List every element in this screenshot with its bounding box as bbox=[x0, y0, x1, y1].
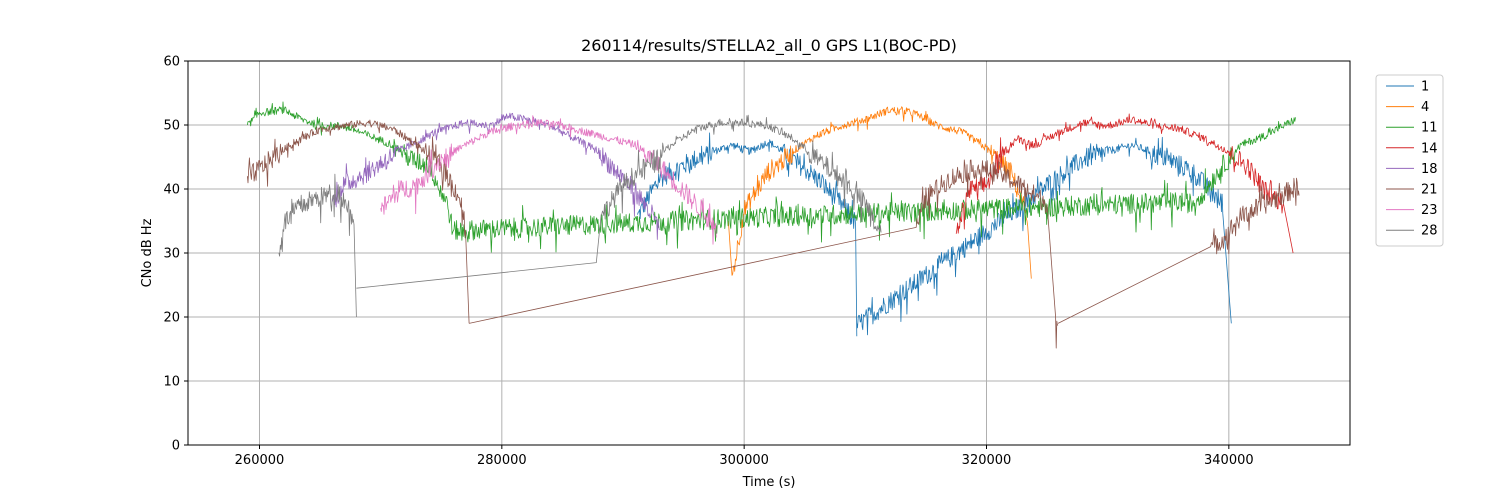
series-line-11 bbox=[247, 101, 1296, 253]
legend-label-21: 21 bbox=[1421, 183, 1438, 198]
legend-label-11: 11 bbox=[1421, 121, 1438, 136]
series-line-1 bbox=[856, 136, 1232, 336]
legend-label-18: 18 bbox=[1421, 162, 1438, 177]
series-line-4 bbox=[728, 106, 1032, 279]
y-tick-label: 50 bbox=[163, 119, 180, 134]
series-line-21 bbox=[247, 119, 470, 324]
y-tick-label: 10 bbox=[163, 375, 180, 390]
series-18 bbox=[331, 112, 660, 240]
y-tick-label: 30 bbox=[163, 247, 180, 262]
series-23 bbox=[380, 115, 717, 245]
plot-lines bbox=[247, 101, 1300, 349]
series-11 bbox=[247, 101, 1296, 253]
series-14 bbox=[955, 113, 1294, 254]
series-21 bbox=[247, 119, 1300, 349]
y-tick-label: 40 bbox=[163, 183, 180, 198]
y-axis-label: CNo dB Hz bbox=[140, 218, 155, 287]
legend-label-1: 1 bbox=[1421, 80, 1429, 95]
x-tick-label: 280000 bbox=[477, 453, 527, 468]
series-4 bbox=[728, 106, 1032, 279]
x-axis-label: Time (s) bbox=[742, 475, 796, 490]
series-line-21 bbox=[469, 159, 1059, 349]
y-tick-label: 0 bbox=[172, 439, 180, 454]
legend-label-4: 4 bbox=[1421, 100, 1429, 115]
legend-box bbox=[1375, 74, 1444, 247]
x-tick-label: 300000 bbox=[719, 453, 769, 468]
legend-label-23: 23 bbox=[1421, 203, 1438, 218]
chart-title: 260114/results/STELLA2_all_0 GPS L1(BOC-… bbox=[581, 36, 957, 56]
series-28 bbox=[278, 114, 882, 318]
x-tick-label: 340000 bbox=[1204, 453, 1254, 468]
legend-label-28: 28 bbox=[1421, 224, 1438, 239]
series-line-18 bbox=[331, 112, 660, 240]
x-tick-label: 320000 bbox=[962, 453, 1012, 468]
series-line-28 bbox=[278, 173, 357, 318]
y-tick-label: 20 bbox=[163, 311, 180, 326]
x-tick-label: 260000 bbox=[235, 453, 285, 468]
ticks: 260000 280000 300000 320000 340000 0 10 20 30 40 5… bbox=[163, 55, 1253, 469]
series-line-23 bbox=[380, 115, 717, 245]
y-tick-label: 60 bbox=[163, 55, 180, 70]
series-line-21 bbox=[1057, 177, 1300, 324]
plot-frame bbox=[187, 60, 1351, 446]
series-line-14 bbox=[955, 113, 1294, 254]
series-line-28 bbox=[356, 114, 882, 289]
legend-label-14: 14 bbox=[1421, 141, 1438, 156]
